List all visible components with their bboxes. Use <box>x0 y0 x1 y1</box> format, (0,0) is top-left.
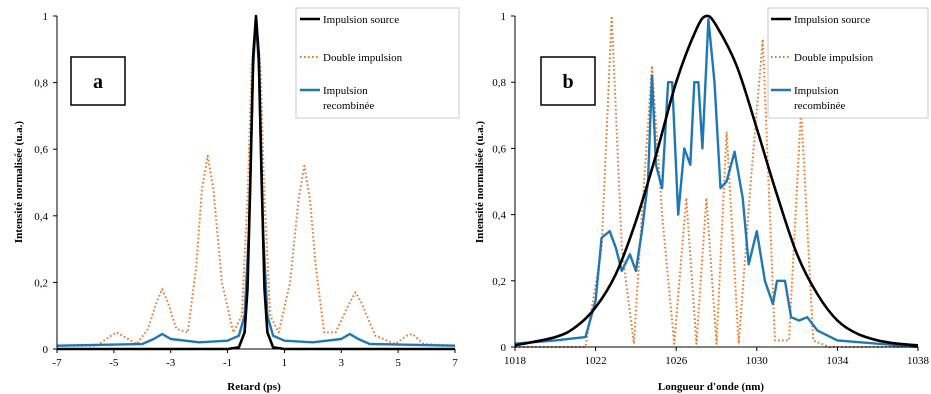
x-tick-label-b: 1022 <box>585 355 607 367</box>
x-tick-label-b: 1038 <box>907 355 930 367</box>
x-tick-label-a: -7 <box>52 357 62 369</box>
panel-b: 1018 1022 1026 1030 1034 1038 0 0,2 0,4 0,6 0,8 1 L… <box>474 7 930 393</box>
y-tick-label-b: 0,6 <box>492 143 506 155</box>
x-tick-label-b: 1018 <box>504 355 527 367</box>
legend-a-recombined-line1: Impulsion <box>323 85 368 97</box>
y-tick-label-b: 0,8 <box>492 77 506 89</box>
y-tick-label-a: 0,2 <box>34 277 48 289</box>
y-tick-label-b: 1 <box>501 11 507 23</box>
x-tick-label-a: 5 <box>395 357 401 369</box>
y-tick-label-a: 0,6 <box>34 144 48 156</box>
x-tick-label-b: 1034 <box>826 355 849 367</box>
x-tick-label-a: 3 <box>339 357 345 369</box>
plot-b-curves <box>514 14 919 349</box>
y-tick-label-a: 0,8 <box>34 78 48 90</box>
series-b-double <box>515 15 918 348</box>
x-tick-label-a: -1 <box>223 357 232 369</box>
y-tick-label-b: 0,4 <box>492 210 506 222</box>
plot-a-axes: -7 -5 -3 -1 1 3 5 7 0 0,2 0,4 0,6 0,8 1 <box>34 11 458 369</box>
x-tick-label-a: -3 <box>166 357 176 369</box>
x-axis-title-a: Retard (ps) <box>227 381 281 393</box>
x-tick-label-b: 1026 <box>665 355 688 367</box>
x-tick-label-a: 7 <box>452 357 458 369</box>
x-tick-label-a: -5 <box>109 357 119 369</box>
legend-b-recombined-line1: Impulsion <box>794 85 839 97</box>
legend-a: Impulsion source Double impulsion Impuls… <box>295 7 460 119</box>
legend-b-source-label: Impulsion source <box>794 14 870 26</box>
y-tick-label-a: 0,4 <box>34 211 48 223</box>
x-tick-label-b: 1030 <box>746 355 769 367</box>
panel-label-b-text: b <box>562 71 573 93</box>
x-tick-label-a: 1 <box>282 357 288 369</box>
legend-b-double-label: Double impulsion <box>794 52 874 64</box>
y-tick-label-b: 0,2 <box>492 276 506 288</box>
legend-a-recombined-label: Impulsion recombinée <box>323 85 374 112</box>
legend-b: Impulsion source Double impulsion Impuls… <box>767 7 929 119</box>
x-axis-title-b: Longueur d'onde (nm) <box>658 381 764 393</box>
series-b-source <box>514 14 919 347</box>
y-axis-title-b: Intensité normalisée (u.a.) <box>474 121 486 244</box>
panel-a: -7 -5 -3 -1 1 3 5 7 0 0,2 0,4 0,6 0,8 1 Retard (ps) I… <box>13 7 460 393</box>
plot-b-axes: 1018 1022 1026 1030 1034 1038 0 0,2 0,4 0,6 0,8 1 <box>492 11 929 367</box>
y-tick-label-a: 0 <box>43 344 49 356</box>
legend-a-double-label: Double impulsion <box>323 52 403 64</box>
legend-b-recombined-line2: recombinée <box>794 100 845 112</box>
panel-label-a: a <box>70 56 126 106</box>
plot-a-curves <box>56 14 456 351</box>
legend-a-recombined-line2: recombinée <box>323 100 374 112</box>
legend-a-source-label: Impulsion source <box>323 14 399 26</box>
legend-b-recombined-label: Impulsion recombinée <box>794 85 845 112</box>
y-tick-label-a: 1 <box>43 11 49 23</box>
y-axis-title-a: Intensité normalisée (u.a.) <box>13 121 25 244</box>
series-a-source <box>57 14 455 351</box>
panel-label-a-text: a <box>93 71 103 93</box>
panel-label-b: b <box>540 56 596 106</box>
y-tick-label-b: 0 <box>501 342 507 354</box>
